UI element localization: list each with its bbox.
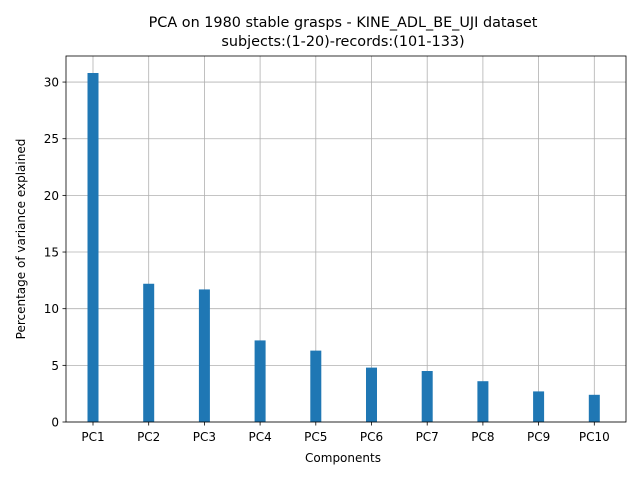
y-axis-label: Percentage of variance explained: [14, 139, 28, 340]
bar-pc4: [254, 340, 266, 422]
bar-pc2: [143, 283, 155, 422]
bars: [87, 72, 600, 423]
x-tick-label: PC9: [527, 430, 550, 444]
y-tick-label: 15: [44, 246, 59, 260]
x-tick-label: PC8: [471, 430, 494, 444]
bar-pc5: [310, 350, 322, 422]
bar-pc10: [588, 394, 600, 422]
x-tick-label: PC5: [304, 430, 327, 444]
y-tick-label: 20: [44, 189, 59, 203]
y-tick-label: 0: [51, 416, 59, 430]
x-tick-label: PC3: [193, 430, 216, 444]
y-axis: 0 5 10 15 20 25 30: [44, 76, 66, 430]
x-tick-label: PC1: [81, 430, 104, 444]
bar-pc6: [366, 367, 377, 422]
y-tick-label: 25: [44, 132, 59, 146]
plot-frame: [65, 55, 627, 423]
bar-pc3: [198, 289, 210, 422]
x-tick-label: PC10: [579, 430, 610, 444]
bar-pc9: [533, 391, 545, 422]
y-tick-label: 30: [44, 76, 59, 90]
chart-title: PCA on 1980 stable grasps - KINE_ADL_BE_…: [149, 15, 538, 31]
x-tick-label: PC4: [248, 430, 271, 444]
x-tick-label: PC6: [360, 430, 383, 444]
y-tick-label: 5: [51, 359, 59, 373]
x-axis: PC1 PC2 PC3 PC4 PC5 PC6 PC7 PC8 PC9 PC10: [81, 422, 610, 444]
chart-subtitle: subjects:(1-20)-records:(101-133): [221, 34, 464, 50]
bar-pc7: [421, 371, 433, 422]
y-tick-label: 10: [44, 302, 59, 316]
bar-pc1: [87, 72, 99, 423]
x-tick-label: PC7: [416, 430, 439, 444]
x-axis-label: Components: [305, 451, 381, 465]
x-tick-label: PC2: [137, 430, 160, 444]
bar-pc8: [477, 381, 489, 422]
